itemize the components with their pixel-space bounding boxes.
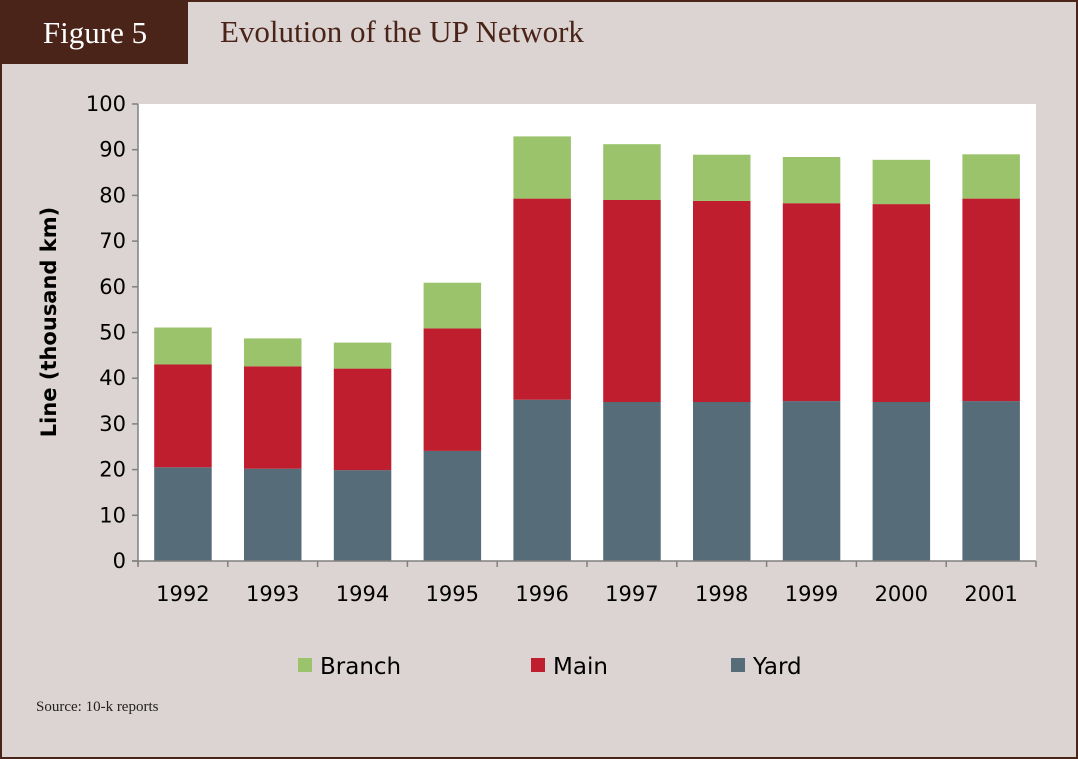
bar-branch-1998 (693, 154, 751, 201)
bar-main-2000 (872, 204, 931, 402)
figure-title: Evolution of the UP Network (220, 14, 584, 49)
y-tick-label: 80 (99, 183, 126, 207)
legend-label-main: Main (553, 654, 608, 680)
bar-main-1995 (423, 328, 482, 451)
bar-main-1999 (782, 203, 841, 402)
bar-branch-2000 (872, 159, 931, 205)
bar-branch-1992 (154, 327, 212, 365)
bar-main-1996 (513, 198, 571, 400)
bar-yard-1998 (693, 402, 751, 561)
x-ticks-group: 1992 1993 1994 1995 1996 1997 1998 1999 2000 2001 (137, 561, 1037, 606)
x-tick-label: 1995 (426, 582, 479, 606)
bar-main-1997 (603, 200, 661, 402)
bars-group (154, 136, 1020, 561)
bar-branch-1999 (782, 157, 841, 204)
bar-main-1993 (244, 366, 302, 469)
y-tick-label: 0 (113, 549, 126, 573)
figure-label: Figure 5 (2, 2, 188, 64)
bar-main-1994 (333, 368, 392, 471)
bar-yard-1999 (782, 401, 841, 561)
y-tick-label: 100 (86, 92, 126, 116)
bar-yard-2000 (872, 402, 931, 561)
bar-main-2001 (962, 198, 1020, 402)
bar-yard-1992 (154, 467, 212, 561)
x-tick-label: 2000 (875, 582, 928, 606)
bar-branch-1995 (423, 282, 482, 329)
x-tick-label: 1997 (605, 582, 658, 606)
bar-branch-1994 (333, 342, 392, 369)
bar-yard-1996 (513, 399, 571, 561)
y-tick-label: 30 (99, 412, 126, 436)
y-tick-label: 10 (99, 503, 126, 527)
source-note: Source: 10-k reports (36, 699, 159, 715)
bar-yard-1995 (423, 450, 482, 561)
y-axis-title: Line (thousand km) (37, 207, 61, 437)
bar-yard-1993 (244, 468, 302, 561)
x-tick-label: 1998 (695, 582, 748, 606)
bar-branch-1997 (603, 144, 661, 200)
y-ticks-group: 0 10 20 30 40 50 60 70 80 90 100 (86, 92, 138, 573)
x-tick-label: 2001 (964, 582, 1017, 606)
x-tick-label: 1999 (785, 582, 838, 606)
legend-label-yard: Yard (752, 654, 802, 680)
legend-label-branch: Branch (320, 654, 401, 680)
legend: Branch Main Yard (298, 654, 802, 680)
bar-branch-2001 (962, 154, 1020, 199)
bar-yard-1997 (603, 402, 661, 561)
x-tick-label: 1992 (156, 582, 209, 606)
y-tick-label: 60 (99, 275, 126, 299)
y-tick-label: 90 (99, 138, 126, 162)
x-tick-label: 1996 (515, 582, 568, 606)
legend-swatch-branch (298, 658, 312, 672)
y-tick-label: 40 (99, 366, 126, 390)
bar-yard-2001 (962, 401, 1020, 561)
bar-main-1992 (154, 364, 212, 468)
bar-branch-1996 (513, 136, 571, 199)
y-tick-label: 50 (99, 321, 126, 345)
bar-branch-1993 (244, 338, 302, 367)
x-tick-label: 1993 (246, 582, 299, 606)
legend-swatch-yard (731, 658, 745, 672)
bar-yard-1994 (333, 470, 392, 561)
legend-swatch-main (531, 658, 545, 672)
bar-main-1998 (693, 200, 751, 402)
y-tick-label: 70 (99, 229, 126, 253)
x-tick-label: 1994 (336, 582, 389, 606)
y-tick-label: 20 (99, 458, 126, 482)
